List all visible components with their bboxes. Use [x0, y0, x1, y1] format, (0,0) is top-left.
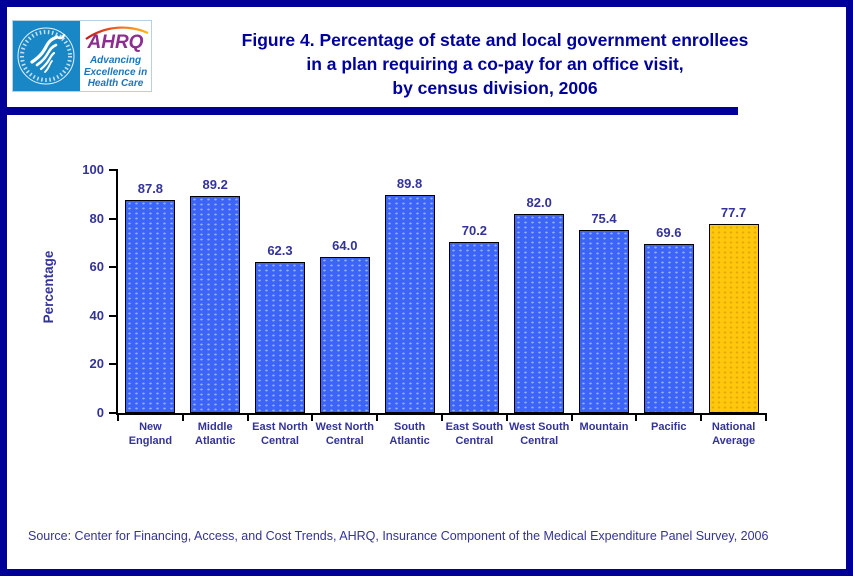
- category-label: Middle Atlantic: [195, 421, 236, 447]
- tagline-line: Excellence in: [83, 66, 148, 78]
- y-axis-tick: [109, 412, 118, 414]
- figure-title: Figure 4. Percentage of state and local …: [157, 28, 833, 100]
- plot-area: Percentage 0 20 40 60 80 100 87.8 New England 89…: [41, 162, 767, 447]
- ahrq-wordmark: AHRQ: [87, 32, 144, 53]
- bar-value-label: 77.7: [720, 205, 747, 221]
- bar-value-label: 64.0: [332, 238, 358, 254]
- x-axis-tick: [441, 413, 443, 421]
- bar-pacific: [643, 243, 694, 413]
- category-label: Pacific: [651, 421, 687, 433]
- bar-value-label: 89.2: [202, 177, 228, 193]
- title-divider-bar: [7, 107, 738, 115]
- y-axis-tick-label: 20: [89, 356, 104, 372]
- category-label: Mountain: [579, 421, 629, 433]
- category-label: East North Central: [252, 421, 308, 447]
- bar-east-south-central: [449, 242, 500, 413]
- x-axis-tick: [246, 413, 249, 421]
- bar-national-average: [708, 224, 759, 413]
- bar-mountain: [579, 229, 629, 413]
- x-axis-tick: [765, 413, 767, 421]
- y-axis-tick-label: 0: [96, 405, 104, 420]
- x-axis-tick: [570, 413, 573, 421]
- y-axis-tick-label: 80: [89, 210, 104, 226]
- ahrq-logo-box: AHRQ Advancing Excellence in Health Care: [80, 21, 151, 91]
- bar-west-north-central: [319, 257, 370, 413]
- x-axis-tick: [311, 413, 314, 421]
- y-axis-tick-label: 40: [89, 307, 104, 323]
- bar-east-north-central: [255, 261, 305, 413]
- x-axis-tick: [635, 413, 638, 421]
- rainbow-arc-icon: [85, 26, 149, 40]
- x-axis-tick: [505, 413, 508, 421]
- bar-west-south-central: [514, 213, 565, 413]
- figure-title-line: Figure 4. Percentage of state and local …: [241, 30, 749, 50]
- ahrq-hhs-logo: AHRQ Advancing Excellence in Health Care: [12, 20, 152, 92]
- bar-value-label: 75.4: [591, 210, 617, 226]
- hhs-seal: [13, 21, 80, 91]
- figure-title-line: in a plan requiring a co-pay for an offi…: [306, 54, 684, 74]
- y-axis-tick: [109, 363, 118, 366]
- category-label: East South Central: [445, 421, 504, 447]
- y-axis-tick-label: 60: [89, 259, 104, 275]
- tagline-line: Health Care: [87, 78, 144, 89]
- bar-value-label: 89.8: [396, 175, 423, 191]
- y-axis-tick: [109, 266, 118, 269]
- bar-value-label: 62.3: [267, 242, 293, 258]
- x-axis-tick: [376, 413, 379, 421]
- tagline-line: Advancing: [89, 55, 142, 66]
- category-label: West North Central: [315, 421, 375, 447]
- category-label: National Average: [711, 421, 756, 447]
- bar-value-label: 82.0: [526, 194, 552, 210]
- y-axis-tick: [109, 314, 118, 317]
- bar-value-label: 87.8: [137, 180, 164, 196]
- y-axis-tick-label: 100: [82, 162, 104, 177]
- category-label: South Atlantic: [389, 421, 430, 447]
- category-label: New England: [128, 421, 173, 447]
- figure-title-line: by census division, 2006: [392, 78, 598, 98]
- y-axis-tick: [109, 169, 118, 171]
- x-axis-tick: [117, 413, 119, 421]
- y-axis-title: Percentage: [41, 250, 56, 324]
- x-axis-tick: [181, 413, 184, 421]
- bar-value-label: 69.6: [656, 224, 682, 240]
- category-label: West South Central: [509, 421, 570, 447]
- bar-south-atlantic: [384, 194, 435, 413]
- bar-value-label: 70.2: [461, 223, 488, 239]
- source-note: Source: Center for Financing, Access, an…: [28, 529, 769, 543]
- bar-middle-atlantic: [190, 196, 241, 413]
- hhs-eagle-seal-icon: [17, 27, 75, 85]
- y-axis-tick: [109, 217, 118, 220]
- ahrq-tagline: Advancing Excellence in Health Care: [80, 55, 151, 90]
- bar-new-england: [125, 199, 176, 413]
- x-axis-tick: [700, 413, 703, 421]
